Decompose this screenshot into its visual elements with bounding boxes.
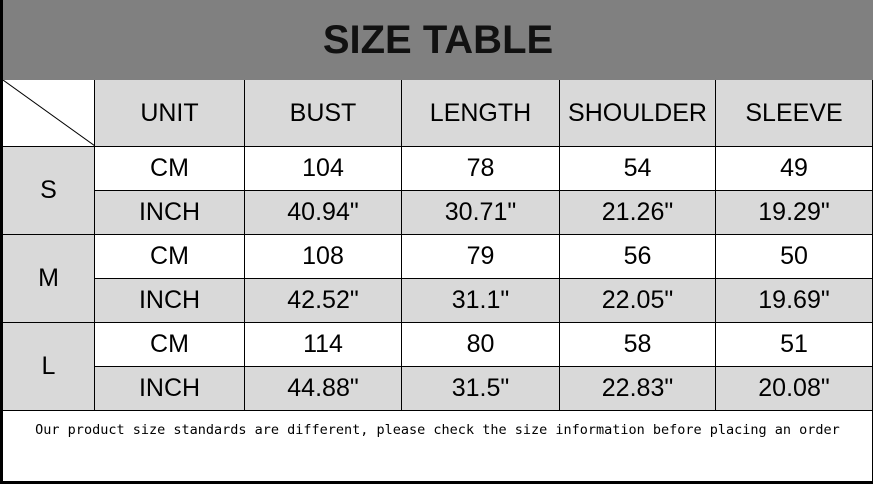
header-bust: BUST [245,80,402,147]
measurement-value: 44.88" [245,367,402,411]
measurement-value: 54 [560,147,716,191]
size-label: M [0,235,95,323]
measurement-value: 50 [716,235,873,279]
measurement-value: 22.83" [560,367,716,411]
unit-label: CM [95,323,245,367]
measurement-value: 31.1" [402,279,560,323]
measurement-value: 80 [402,323,560,367]
measurement-value: 104 [245,147,402,191]
measurement-value: 30.71" [402,191,560,235]
measurement-value: 108 [245,235,402,279]
measurement-value: 42.52" [245,279,402,323]
diagonal-line [3,80,94,146]
header-unit: UNIT [95,80,245,147]
measurement-value: 51 [716,323,873,367]
unit-label: INCH [95,279,245,323]
measurement-value: 20.08" [716,367,873,411]
measurement-value: 19.69" [716,279,873,323]
size-label: S [0,147,95,235]
measurement-value: 78 [402,147,560,191]
unit-label: INCH [95,367,245,411]
measurement-value: 79 [402,235,560,279]
unit-label: CM [95,147,245,191]
unit-label: INCH [95,191,245,235]
measurement-value: 31.5" [402,367,560,411]
measurement-value: 58 [560,323,716,367]
header-length: LENGTH [402,80,560,147]
size-table-title: SIZE TABLE [0,0,873,80]
size-label: L [0,323,95,411]
measurement-value: 21.26" [560,191,716,235]
header-sleeve: SLEEVE [716,80,873,147]
measurement-value: 114 [245,323,402,367]
measurement-value: 40.94" [245,191,402,235]
measurement-value: 56 [560,235,716,279]
header-shoulder: SHOULDER [560,80,716,147]
measurement-value: 19.29" [716,191,873,235]
unit-label: CM [95,235,245,279]
size-note: Our product size standards are different… [0,411,873,484]
corner-cell [0,80,95,147]
measurement-value: 49 [716,147,873,191]
measurement-value: 22.05" [560,279,716,323]
